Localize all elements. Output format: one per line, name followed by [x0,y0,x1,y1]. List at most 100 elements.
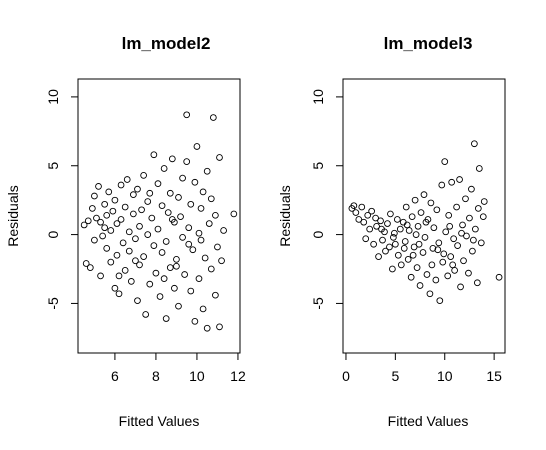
data-point [84,217,92,225]
x-tick-label: 0 [342,368,350,384]
data-point [207,195,215,203]
y-tick-label: 0 [310,230,326,238]
data-point [454,242,461,249]
data-point [350,202,358,210]
data-point [209,114,217,121]
data-point [472,225,479,233]
data-point [185,224,193,232]
data-point [416,282,424,289]
data-point [469,247,476,255]
data-point [465,269,472,277]
data-point [199,305,207,313]
data-point [134,185,141,193]
data-point [125,228,133,236]
y-axis-label: Residuals [277,185,293,246]
y-tick-label: -5 [45,297,61,310]
data-point [107,227,115,234]
data-point [203,167,211,175]
data-point [468,185,475,193]
data-point [150,151,158,159]
data-point [168,155,176,163]
data-point [429,245,437,252]
panel-lm-model2: lm_model2 6 8 10 12 -5 0 5 10 Fitted Values Re… [5,34,246,429]
data-point [470,236,477,244]
data-point [187,287,195,295]
scatter-points [80,111,238,332]
x-tick-label: 5 [391,368,399,384]
data-point [387,210,394,218]
data-point [195,229,203,237]
x-tick-label: 6 [111,368,119,384]
data-point [140,172,147,179]
data-point [230,210,238,218]
data-point [450,235,457,243]
data-point [449,261,456,269]
data-point [111,196,119,204]
data-point [408,213,416,221]
data-point [144,231,152,238]
data-point [446,222,454,230]
data-point [422,218,430,226]
data-point [370,240,377,248]
data-point [183,158,191,165]
data-point [191,317,199,325]
data-point [375,253,382,260]
data-point [177,213,184,221]
data-point [399,218,407,226]
data-point [195,275,203,282]
data-point [132,235,139,243]
data-point [109,207,117,215]
x-axis: 0 5 10 15 [342,352,502,384]
data-point [453,203,460,211]
data-point [91,192,98,200]
data-point [197,205,205,212]
panel-lm-model3: lm_model3 0 5 10 15 -5 0 5 10 Fitted Values Re… [277,34,506,429]
data-point [477,239,485,247]
data-point [86,264,94,271]
data-point [362,235,370,243]
data-point [401,238,409,245]
data-point [97,218,104,226]
data-point [451,267,458,274]
data-point [444,272,452,280]
data-point [146,189,154,197]
y-axis: -5 0 5 10 [45,89,79,310]
data-point [366,225,374,233]
data-point [414,222,422,230]
data-point [140,253,147,260]
data-point [433,206,441,214]
data-point [187,200,195,208]
data-point [158,249,166,256]
data-point [136,261,143,269]
data-point [415,240,423,248]
data-point [400,245,408,252]
data-point [212,211,219,219]
data-point [435,239,443,247]
data-point [175,302,182,310]
y-tick-label: 10 [310,89,326,105]
data-point [166,189,174,197]
data-point [105,188,113,196]
data-point [426,290,434,298]
data-point [82,260,90,267]
data-point [132,257,139,265]
data-point [179,174,186,182]
scatter-points [348,140,503,305]
chart-title: lm_model2 [122,34,211,53]
y-tick-label: 5 [45,162,61,170]
data-point [199,188,207,196]
data-point [101,224,109,232]
data-point [113,220,121,227]
data-point [364,211,372,219]
data-point [352,209,360,216]
data-point [127,278,135,285]
chart-title: lm_model3 [384,34,473,53]
data-point [434,246,442,254]
data-point [358,203,366,211]
data-point [111,284,119,292]
data-point [220,227,227,234]
data-point [442,228,450,236]
data-point [150,242,158,249]
data-point [411,196,419,204]
data-point [121,267,129,274]
